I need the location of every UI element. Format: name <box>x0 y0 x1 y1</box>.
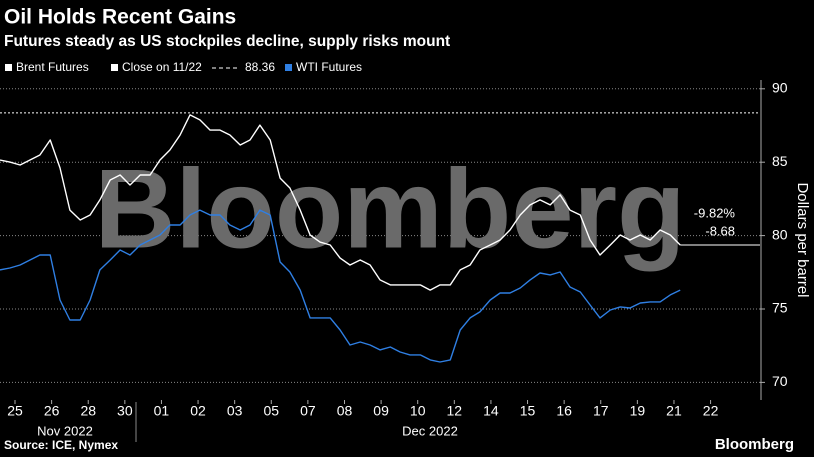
watermark: Bloomberg <box>94 147 685 272</box>
y-tick-label: 75 <box>772 300 788 316</box>
month-label: Nov 2022 <box>37 423 93 438</box>
x-tick-label: 25 <box>7 403 23 419</box>
x-tick-label: 28 <box>80 403 96 419</box>
chart-subtitle: Futures steady as US stockpiles decline,… <box>4 33 450 50</box>
month-label: Dec 2022 <box>402 423 458 438</box>
legend-label: Brent Futures <box>16 60 89 74</box>
x-tick-label: 21 <box>666 403 682 419</box>
annotation: -9.82% <box>694 205 736 220</box>
x-tick-label: 17 <box>593 403 609 419</box>
legend-swatch <box>285 64 292 71</box>
y-tick-label: 90 <box>772 80 788 96</box>
x-tick-label: 07 <box>300 403 316 419</box>
x-tick-label: 02 <box>190 403 206 419</box>
x-tick-label: 19 <box>630 403 646 419</box>
x-tick-label: 14 <box>483 403 499 419</box>
brand: Bloomberg <box>715 436 794 453</box>
chart-title: Oil Holds Recent Gains <box>4 6 236 29</box>
legend-label: WTI Futures <box>296 60 362 74</box>
x-tick-label: 10 <box>410 403 426 419</box>
legend: Brent Futures Close on 11/22 88.36 WTI F… <box>5 60 362 74</box>
x-tick-label: 16 <box>556 403 572 419</box>
x-tick-label: 05 <box>263 403 279 419</box>
x-tick-label: 03 <box>227 403 243 419</box>
x-tick-label: 08 <box>337 403 353 419</box>
y-tick-label: 85 <box>772 153 788 169</box>
source: Source: ICE, Nymex <box>4 438 118 452</box>
legend-label: Close on 11/22 <box>122 60 202 74</box>
y-axis-title: Dollars per barrel <box>794 182 811 297</box>
x-tick-label: 09 <box>373 403 389 419</box>
annotation: -8.68 <box>705 223 735 238</box>
series-line <box>0 114 681 291</box>
series-line <box>0 209 681 363</box>
x-tick-label: 22 <box>703 403 719 419</box>
x-tick-label: 15 <box>520 403 536 419</box>
y-tick-label: 70 <box>772 373 788 389</box>
x-tick-label: 01 <box>154 403 170 419</box>
legend-value: 88.36 <box>245 60 275 74</box>
legend-swatch <box>5 64 12 71</box>
x-tick-label: 30 <box>117 403 133 419</box>
legend-swatch <box>111 64 118 71</box>
y-tick-label: 80 <box>772 226 788 242</box>
x-tick-label: 12 <box>447 403 463 419</box>
x-tick-label: 26 <box>44 403 60 419</box>
